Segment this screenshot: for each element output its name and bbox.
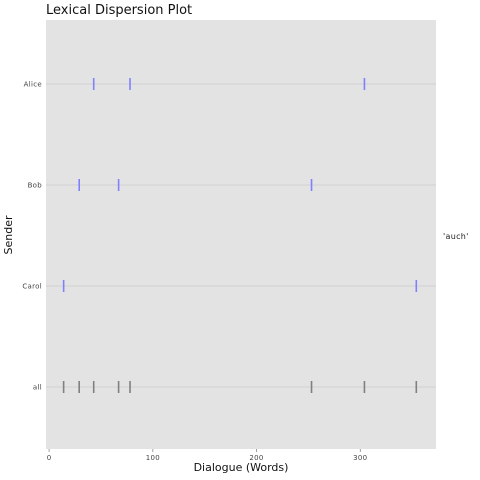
x-tick-label-300: 300 [353, 454, 367, 462]
gridlines [46, 83, 436, 388]
x-axis: 0 100 200 300 [47, 449, 367, 462]
marks [62, 78, 418, 393]
plot-panel [46, 20, 436, 449]
y-tick-label-alice: Alice [24, 81, 42, 89]
x-tick-label-200: 200 [249, 454, 263, 462]
y-axis: Alice Bob Carol all [22, 81, 42, 392]
y-axis-title: Sender [2, 215, 15, 254]
chart-title: Lexical Dispersion Plot [46, 3, 192, 18]
y-tick-label-all: all [33, 384, 42, 392]
facet-label: 'auch' [443, 232, 469, 241]
x-tick-label-100: 100 [146, 454, 160, 462]
x-tick-label-0: 0 [47, 454, 52, 462]
y-tick-label-carol: Carol [22, 283, 42, 291]
x-axis-title: Dialogue (Words) [194, 461, 289, 474]
y-tick-label-bob: Bob [28, 182, 43, 190]
